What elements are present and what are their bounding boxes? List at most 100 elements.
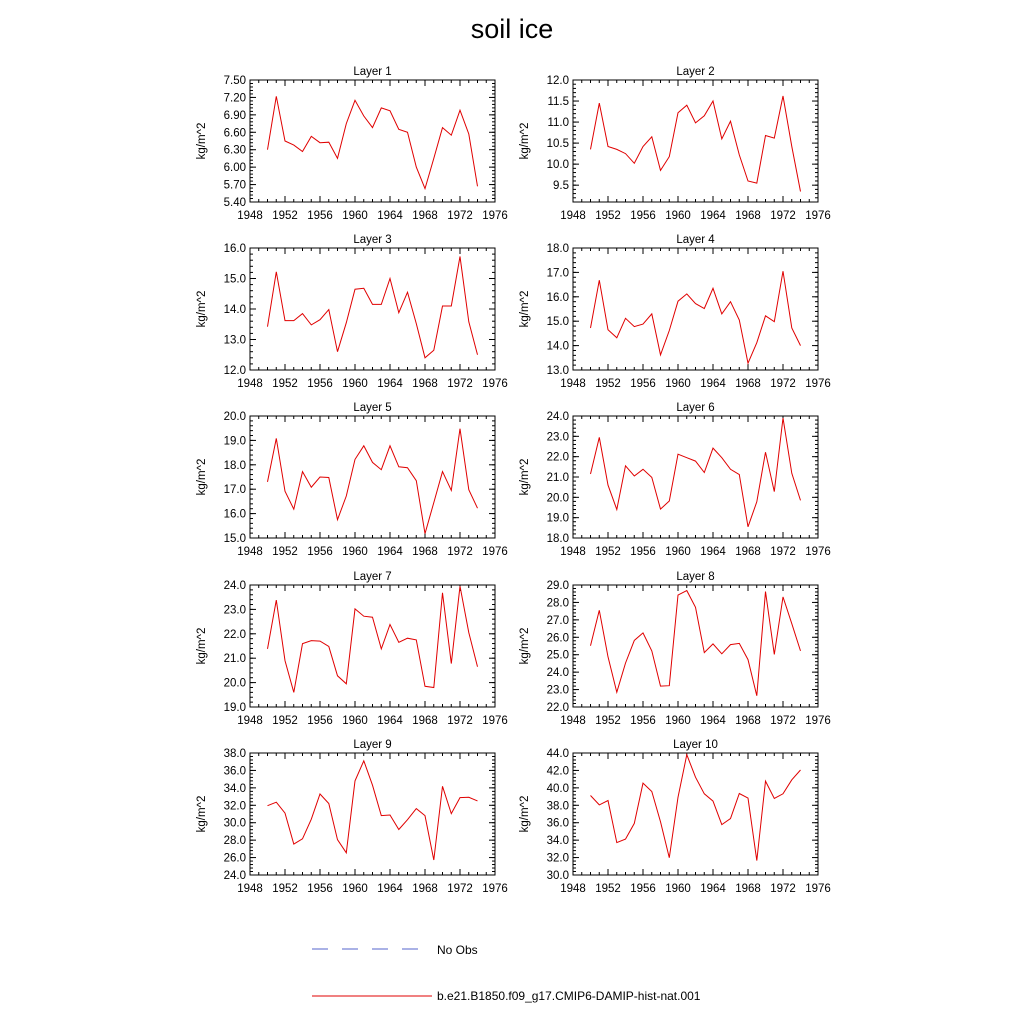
x-tick-label: 1968 — [412, 210, 438, 222]
x-tick-label: 1948 — [560, 715, 586, 727]
y-tick-label: 6.60 — [224, 127, 246, 139]
x-tick-label: 1976 — [482, 715, 508, 727]
y-tick-label: 23.0 — [224, 604, 246, 616]
x-tick-label: 1948 — [237, 546, 263, 558]
x-tick-label: 1952 — [272, 883, 298, 895]
x-tick-label: 1972 — [770, 546, 796, 558]
x-tick-label: 1964 — [377, 715, 403, 727]
x-tick-label: 1948 — [237, 883, 263, 895]
x-tick-label: 1972 — [770, 883, 796, 895]
y-tick-label: 18.0 — [547, 243, 569, 255]
panel-title: Layer 5 — [353, 402, 391, 414]
plot-frame — [249, 415, 496, 539]
x-tick-label: 1960 — [665, 378, 691, 390]
x-tick-label: 1976 — [805, 883, 831, 895]
x-tick-label: 1964 — [700, 546, 726, 558]
y-tick-label: 17.0 — [224, 484, 246, 496]
y-tick-label: 20.0 — [224, 411, 246, 423]
y-tick-label: 36.0 — [224, 765, 246, 777]
y-axis-label: kg/m^2 — [519, 459, 531, 496]
y-tick-label: 5.70 — [224, 180, 246, 192]
plot-frame — [572, 752, 819, 876]
x-tick-label: 1956 — [307, 715, 333, 727]
x-tick-label: 1976 — [482, 883, 508, 895]
y-axis-label: kg/m^2 — [196, 796, 208, 833]
x-tick-label: 1948 — [560, 378, 586, 390]
x-tick-label: 1956 — [630, 378, 656, 390]
x-tick-label: 1972 — [447, 378, 473, 390]
y-tick-label: 15.0 — [547, 316, 569, 328]
y-axis-label: kg/m^2 — [196, 123, 208, 160]
x-tick-label: 1968 — [412, 378, 438, 390]
y-tick-label: 7.50 — [224, 75, 246, 87]
series-line — [267, 256, 478, 359]
y-tick-label: 40.0 — [547, 783, 569, 795]
x-tick-label: 1960 — [665, 715, 691, 727]
x-tick-label: 1976 — [805, 546, 831, 558]
y-tick-label: 24.0 — [547, 411, 569, 423]
y-tick-label: 20.0 — [547, 492, 569, 504]
y-tick-label: 21.0 — [224, 653, 246, 665]
y-tick-label: 19.0 — [547, 513, 569, 525]
plot-frame — [572, 79, 819, 203]
y-tick-label: 13.0 — [547, 365, 569, 377]
y-tick-label: 15.0 — [224, 274, 246, 286]
x-tick-label: 1960 — [665, 210, 691, 222]
x-tick-label: 1956 — [307, 378, 333, 390]
y-tick-label: 27.0 — [547, 615, 569, 627]
y-tick-label: 26.0 — [224, 853, 246, 865]
x-tick-label: 1968 — [412, 715, 438, 727]
x-tick-label: 1964 — [700, 378, 726, 390]
x-tick-label: 1964 — [377, 883, 403, 895]
panel-layer-4: Layer 4 kg/m^2 1948 1952 1956 1960 1964 1968 197… — [519, 234, 831, 390]
series-line — [590, 589, 801, 696]
y-tick-label: 38.0 — [224, 748, 246, 760]
y-tick-label: 12.0 — [224, 365, 246, 377]
y-tick-label: 30.0 — [547, 870, 569, 882]
y-tick-label: 13.0 — [224, 335, 246, 347]
panel-layer-1: Layer 1 kg/m^2 1948 1952 1956 1960 1964 1968 197… — [196, 66, 508, 222]
y-tick-label: 24.0 — [224, 870, 246, 882]
plot-frame — [572, 247, 819, 371]
x-tick-label: 1952 — [595, 546, 621, 558]
x-tick-label: 1976 — [805, 715, 831, 727]
x-tick-label: 1960 — [342, 715, 368, 727]
plot-frame — [249, 79, 496, 203]
y-axis-label: kg/m^2 — [196, 628, 208, 665]
series-line — [590, 752, 801, 861]
x-tick-label: 1952 — [272, 378, 298, 390]
y-tick-label: 6.90 — [224, 110, 246, 122]
x-tick-label: 1976 — [482, 546, 508, 558]
x-tick-label: 1964 — [700, 210, 726, 222]
panel-title: Layer 7 — [353, 571, 391, 583]
y-tick-label: 25.0 — [547, 650, 569, 662]
x-tick-label: 1968 — [412, 546, 438, 558]
y-tick-label: 14.0 — [547, 341, 569, 353]
y-tick-label: 18.0 — [547, 533, 569, 545]
y-tick-label: 15.0 — [224, 533, 246, 545]
legend-label-no-obs: No Obs — [437, 943, 478, 957]
series-line — [590, 271, 801, 365]
y-tick-label: 34.0 — [224, 783, 246, 795]
x-tick-label: 1968 — [735, 378, 761, 390]
y-axis-label: kg/m^2 — [196, 459, 208, 496]
panel-title: Layer 6 — [676, 402, 714, 414]
y-tick-label: 22.0 — [547, 452, 569, 464]
y-tick-label: 20.0 — [224, 678, 246, 690]
y-tick-label: 36.0 — [547, 818, 569, 830]
panel-layer-2: Layer 2 kg/m^2 1948 1952 1956 1960 1964 1968 197… — [519, 66, 831, 222]
y-tick-label: 29.0 — [547, 580, 569, 592]
x-tick-label: 1976 — [482, 378, 508, 390]
x-tick-label: 1952 — [272, 546, 298, 558]
x-tick-label: 1956 — [630, 715, 656, 727]
y-tick-label: 7.20 — [224, 92, 246, 104]
x-tick-label: 1948 — [237, 715, 263, 727]
x-tick-label: 1960 — [665, 546, 691, 558]
x-tick-label: 1956 — [307, 883, 333, 895]
y-tick-label: 34.0 — [547, 835, 569, 847]
x-tick-label: 1976 — [805, 378, 831, 390]
y-tick-label: 16.0 — [224, 509, 246, 521]
y-tick-label: 16.0 — [547, 292, 569, 304]
panel-layer-10: Layer 10 kg/m^2 1948 1952 1956 1960 1964 1968 19… — [519, 739, 831, 895]
